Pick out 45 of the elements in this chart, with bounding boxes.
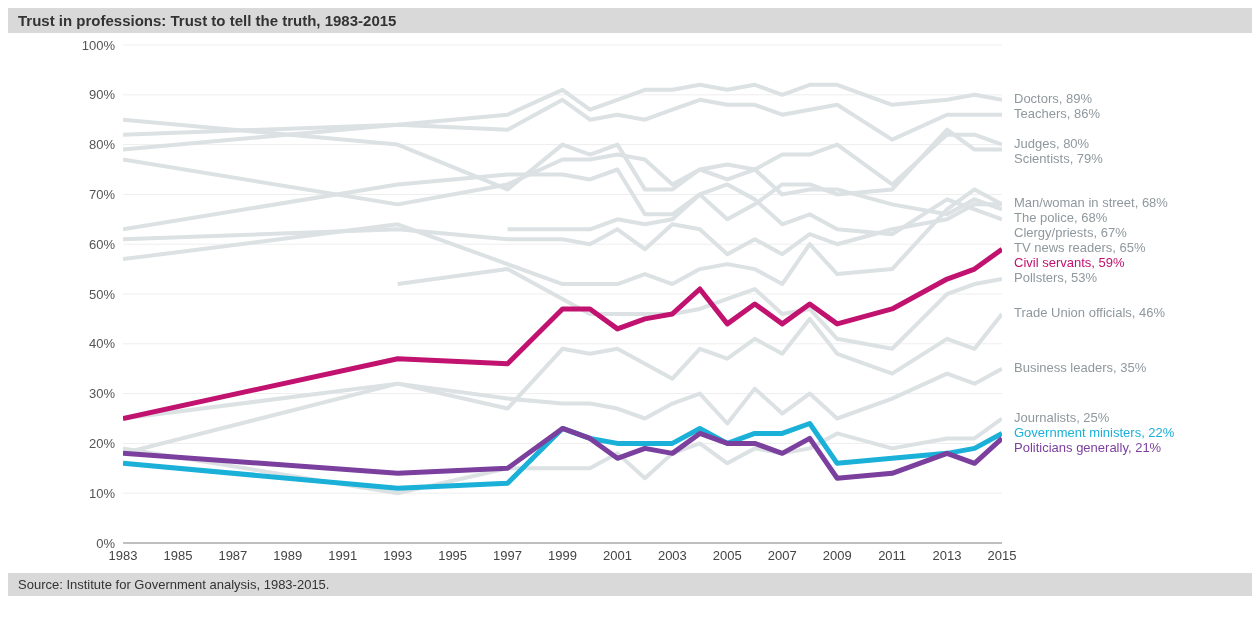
- x-tick-label: 2011: [878, 548, 907, 564]
- y-tick-label: 0%: [96, 535, 116, 551]
- y-tick-label: 10%: [88, 485, 116, 501]
- x-tick-label: 1999: [548, 548, 577, 564]
- x-tick-label: 2007: [767, 548, 797, 564]
- series-label: Clergy/priests, 67%: [1014, 225, 1127, 241]
- series-label: TV news readers, 65%: [1014, 240, 1146, 256]
- x-tick-label: 1991: [328, 548, 358, 564]
- series-label: Trade Union officials, 46%: [1014, 304, 1166, 320]
- y-tick-label: 50%: [88, 286, 116, 302]
- x-tick-label: 1997: [493, 548, 523, 564]
- x-tick-label: 2001: [602, 548, 632, 564]
- series-label: Scientists, 79%: [1014, 150, 1103, 166]
- x-tick-label: 2005: [712, 548, 742, 564]
- y-tick-label: 90%: [88, 87, 116, 103]
- x-tick-label: 1993: [383, 548, 413, 564]
- y-tick-label: 30%: [88, 386, 116, 402]
- x-tick-label: 2003: [657, 548, 687, 564]
- x-tick-label: 1985: [163, 548, 193, 564]
- x-tick-label: 2013: [932, 548, 962, 564]
- y-tick-label: 20%: [88, 436, 116, 452]
- x-tick-label: 1989: [273, 548, 303, 564]
- y-tick-label: 60%: [88, 236, 116, 252]
- x-tick-label: 2015: [987, 548, 1017, 564]
- series-label: Judges, 80%: [1014, 135, 1090, 151]
- series-label: Doctors, 89%: [1014, 90, 1093, 106]
- series-label: Teachers, 86%: [1014, 105, 1100, 121]
- series-label: Politicians generally, 21%: [1014, 439, 1162, 455]
- x-tick-label: 1987: [218, 548, 248, 564]
- series-label: The police, 68%: [1014, 210, 1108, 226]
- y-tick-label: 80%: [88, 137, 116, 153]
- series-label: Government ministers, 22%: [1014, 424, 1175, 440]
- series-label: Journalists, 25%: [1014, 409, 1110, 425]
- x-tick-label: 2009: [822, 548, 852, 564]
- y-tick-label: 100%: [81, 37, 116, 53]
- series-label: Civil servants, 59%: [1014, 255, 1125, 271]
- y-tick-label: 70%: [88, 187, 116, 203]
- source-note: Source: Institute for Government analysis, 1983-2015.: [18, 577, 330, 592]
- series-label: Man/woman in street, 68%: [1014, 195, 1168, 211]
- x-tick-label: 1995: [438, 548, 468, 564]
- y-tick-label: 40%: [88, 336, 116, 352]
- series-label: Pollsters, 53%: [1014, 270, 1098, 286]
- series-label: Business leaders, 35%: [1014, 359, 1147, 375]
- chart-title: Trust in professions: Trust to tell the truth, 1983-2015: [8, 8, 1252, 33]
- x-tick-label: 1983: [108, 548, 138, 564]
